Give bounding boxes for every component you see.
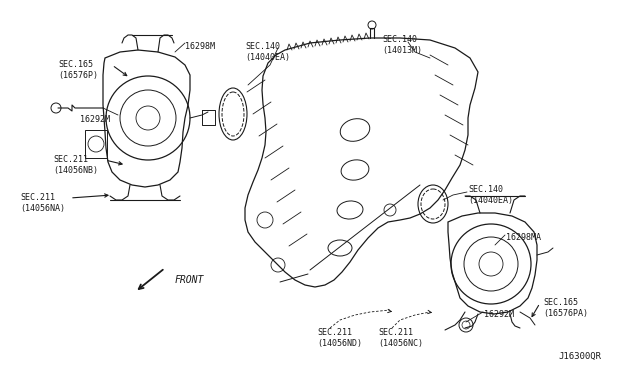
Text: (14056NB): (14056NB) <box>53 166 98 175</box>
Text: J16300QR: J16300QR <box>558 352 601 361</box>
Text: SEC.211: SEC.211 <box>20 193 55 202</box>
Text: 16292M: 16292M <box>80 115 110 124</box>
Text: FRONT: FRONT <box>175 275 204 285</box>
Text: (16576PA): (16576PA) <box>543 309 588 318</box>
Text: SEC.211: SEC.211 <box>53 155 88 164</box>
Text: SEC.211: SEC.211 <box>378 328 413 337</box>
Bar <box>85 130 107 158</box>
Text: 16292M: 16292M <box>484 310 514 319</box>
Text: SEC.165: SEC.165 <box>543 298 578 307</box>
Text: SEC.140: SEC.140 <box>468 185 503 194</box>
Text: SEC.140: SEC.140 <box>382 35 417 44</box>
Text: SEC.165: SEC.165 <box>58 60 93 69</box>
Text: (14056ND): (14056ND) <box>317 339 362 348</box>
Text: 16298MA: 16298MA <box>506 233 541 242</box>
Text: 16298M: 16298M <box>185 42 215 51</box>
Text: (14040EA): (14040EA) <box>245 53 290 62</box>
Text: (14013M): (14013M) <box>382 46 422 55</box>
Text: (14056NA): (14056NA) <box>20 204 65 213</box>
Text: SEC.140: SEC.140 <box>245 42 280 51</box>
Text: (14040EA): (14040EA) <box>468 196 513 205</box>
Text: (14056NC): (14056NC) <box>378 339 423 348</box>
Text: (16576P): (16576P) <box>58 71 98 80</box>
Text: SEC.211: SEC.211 <box>317 328 352 337</box>
